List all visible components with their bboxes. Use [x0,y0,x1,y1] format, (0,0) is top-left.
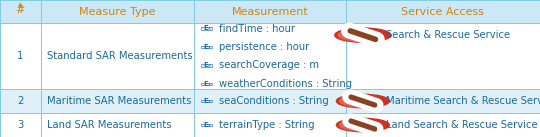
Bar [346,89,540,113]
Text: Measurement: Measurement [232,7,308,17]
Text: E: E [203,98,208,104]
Bar [194,23,346,89]
Text: E: E [203,62,208,68]
Circle shape [335,28,391,42]
Text: 2: 2 [17,96,23,106]
Wedge shape [340,119,365,131]
Bar [194,113,346,137]
Text: x: x [208,63,211,68]
Text: #: # [16,5,25,15]
Text: weatherConditions : String: weatherConditions : String [219,79,353,89]
Bar [194,89,346,113]
Text: x: x [208,45,211,50]
Text: x: x [208,99,211,104]
Text: x: x [208,123,211,128]
Text: terrainType : String: terrainType : String [219,120,315,130]
Text: E: E [203,81,208,87]
Bar [0,23,40,89]
Wedge shape [338,29,365,41]
Text: Maritime Search & Rescue Service: Maritime Search & Rescue Service [386,96,540,106]
Bar [40,23,194,89]
Bar [346,113,540,137]
Bar [0,89,40,113]
Bar [0,113,40,137]
FancyBboxPatch shape [201,27,212,30]
Bar [0,0,40,23]
FancyBboxPatch shape [201,83,212,85]
Text: E: E [203,122,208,128]
FancyBboxPatch shape [201,64,212,67]
Text: 3: 3 [17,120,23,130]
Bar [40,89,194,113]
FancyBboxPatch shape [201,46,212,48]
Bar [194,0,346,23]
Text: E: E [203,25,208,31]
Wedge shape [340,95,365,107]
Text: findTime : hour: findTime : hour [219,24,295,34]
Circle shape [336,118,389,132]
FancyBboxPatch shape [201,124,212,126]
Text: x: x [208,82,211,87]
Bar [346,23,540,89]
Text: Land SAR Measurements: Land SAR Measurements [47,120,172,130]
FancyBboxPatch shape [201,100,212,102]
Text: Land Search & Rescue Service: Land Search & Rescue Service [386,120,538,130]
Bar [40,113,194,137]
Text: Standard SAR Measurements: Standard SAR Measurements [47,51,193,61]
Bar [40,0,194,23]
Text: Search & Rescue Service: Search & Rescue Service [386,30,510,40]
Text: Maritime SAR Measurements: Maritime SAR Measurements [47,96,191,106]
Bar [346,0,540,23]
Circle shape [336,94,389,108]
Text: Service Access: Service Access [401,7,484,17]
Text: seaConditions : String: seaConditions : String [219,96,329,106]
Text: x: x [208,26,211,31]
Text: 1: 1 [17,51,23,61]
Text: Measure Type: Measure Type [79,7,156,17]
Text: searchCoverage : m: searchCoverage : m [219,60,319,70]
Text: persistence : hour: persistence : hour [219,42,309,52]
Text: E: E [203,44,208,50]
